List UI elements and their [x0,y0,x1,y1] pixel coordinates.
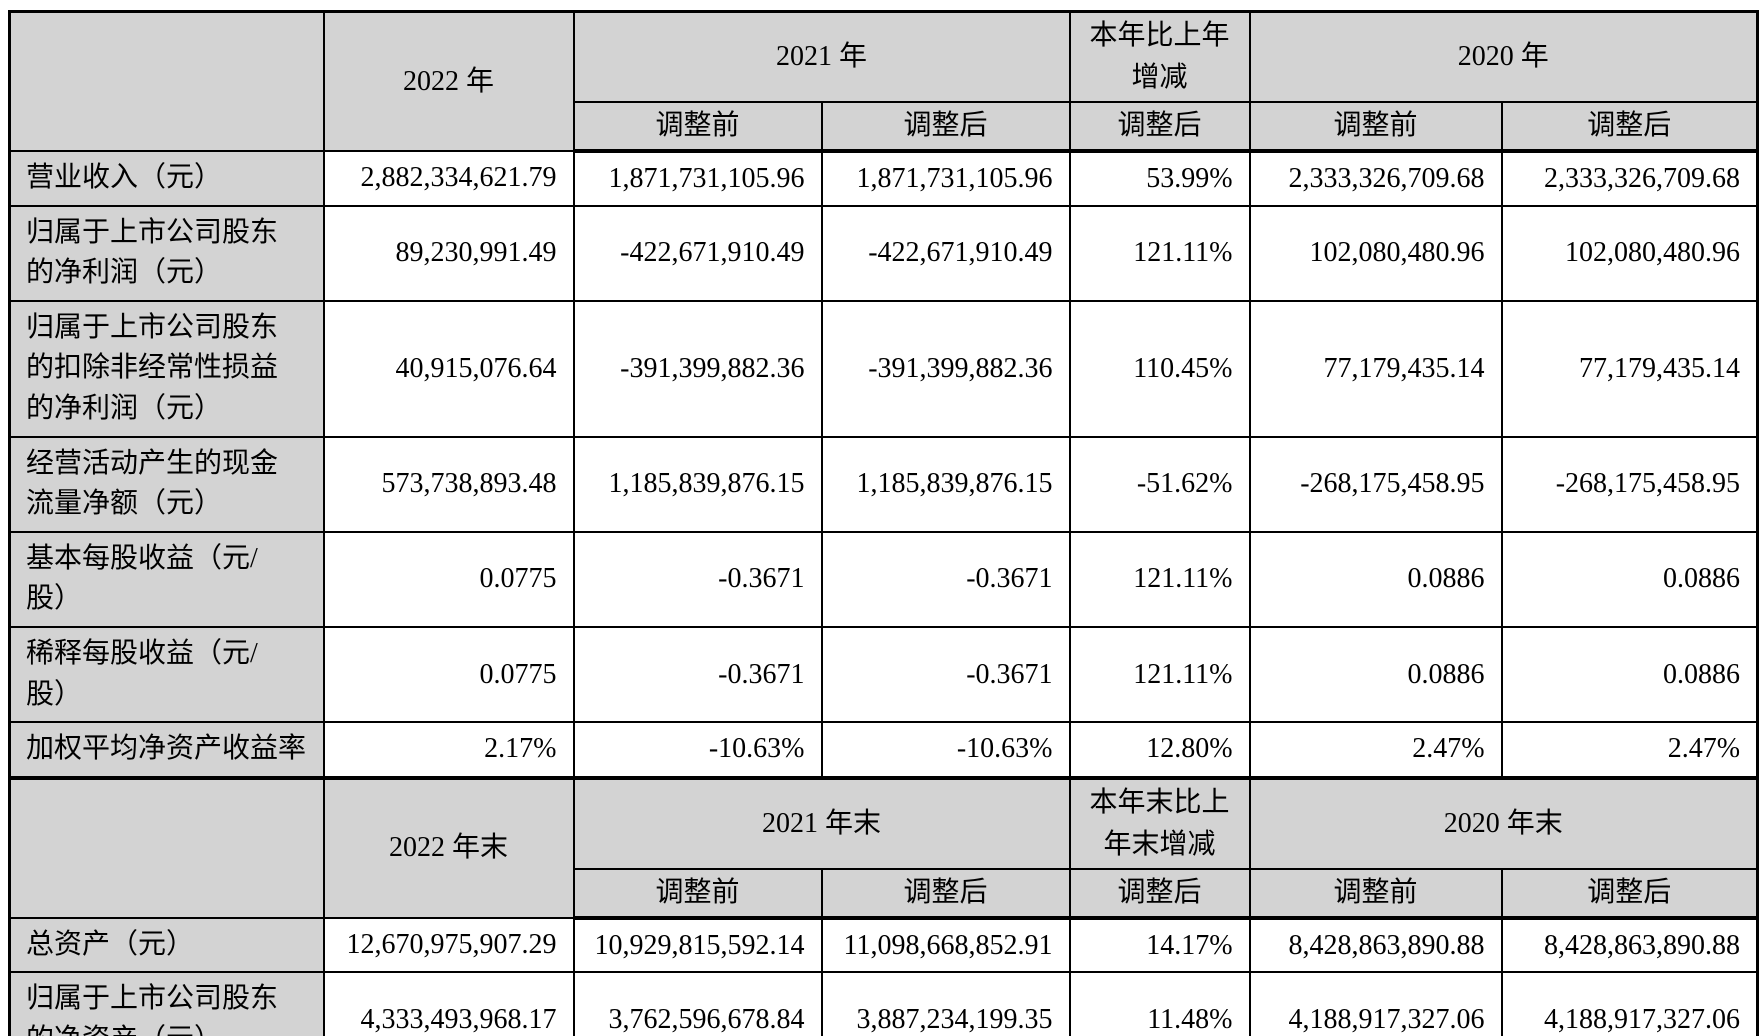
header-adjust-before-2020-end: 调整前 [1248,867,1503,920]
cell-value-2020-pre: 0.0886 [1248,625,1503,724]
header-row-adjust: 调整前 调整后 调整后 调整前 调整后 [10,101,1759,153]
cell-value-2021-pre: -391,399,882.36 [572,299,823,438]
row-label: 归属于上市公司股东 的净资产（元） [8,971,325,1036]
cell-value-2020-post: -268,175,458.95 [1500,435,1759,533]
cell-value-2022: 0.0775 [322,530,575,628]
cell-value-change: 12.80% [1068,721,1251,780]
header-row-years: 2022 年 2021 年 本年比上年 增减 2020 年 [8,10,1759,152]
cell-value-2022: 573,738,893.48 [322,435,575,533]
cell-value-2021-pre: -10.63% [572,721,823,780]
table-row-net-assets: 归属于上市公司股东 的净资产（元） 4,333,493,968.17 3,762… [8,971,1759,1036]
cell-value-2020-post: 0.0886 [1500,625,1759,724]
cell-value-2020-pre: 77,179,435.14 [1248,299,1503,438]
cell-value-change: 11.48% [1068,971,1251,1036]
header-row-yearend: 2022 年末 2021 年末 本年末比上 年末增减 2020 年末 [8,776,1759,919]
header-yearend-2022: 2022 年末 [322,776,575,919]
cell-value-2021-pre: 1,871,731,105.96 [572,150,823,207]
header-adjust-before-2021: 调整前 [572,101,823,153]
corner-blank-cell [8,10,325,152]
header-year-2022: 2022 年 [322,10,575,152]
cell-value-2021-post: 1,871,731,105.96 [820,150,1071,207]
cell-value-change: 53.99% [1068,150,1251,207]
header-yearend-2021: 2021 年末 [572,776,1071,870]
cell-value-2020-post: 102,080,480.96 [1500,204,1759,302]
cell-value-2021-post: 1,185,839,876.15 [820,435,1071,533]
cell-value-2020-pre: 0.0886 [1248,530,1503,628]
table-row-diluted-eps: 稀释每股收益（元/ 股） 0.0775 -0.3671 -0.3671 121.… [8,625,1759,724]
cell-value-2022: 89,230,991.49 [322,204,575,302]
cell-value-2020-post: 77,179,435.14 [1500,299,1759,438]
cell-value-2020-pre: 4,188,917,327.06 [1248,971,1503,1036]
cell-value-2020-post: 8,428,863,890.88 [1500,916,1759,974]
header-year-2020: 2020 年 [1248,10,1759,103]
cell-value-2021-pre: 10,929,815,592.14 [572,916,823,974]
table-row-weighted-avg-roe: 加权平均净资产收益率 2.17% -10.63% -10.63% 12.80% … [8,721,1759,780]
cell-value-2021-post: -422,671,910.49 [820,204,1071,302]
header-adjust-before-2020: 调整前 [1248,101,1503,153]
header-adjust-after-2021: 调整后 [820,101,1071,153]
cell-value-2021-pre: 1,185,839,876.15 [572,435,823,533]
header-adjust-after-2020-end: 调整后 [1500,867,1759,920]
cell-value-2021-pre: 3,762,596,678.84 [572,971,823,1036]
table-row-revenue: 营业收入（元） 2,882,334,621.79 1,871,731,105.9… [8,150,1759,207]
cell-value-change: 121.11% [1068,530,1251,628]
cell-value-change: 14.17% [1068,916,1251,974]
cell-value-2022: 0.0775 [322,625,575,724]
header-yoy-change: 本年比上年 增减 [1068,10,1251,103]
header-yearend-change: 本年末比上 年末增减 [1068,776,1251,870]
cell-value-2021-post: -391,399,882.36 [820,299,1071,438]
table-row-operating-cash-flow: 经营活动产生的现金 流量净额（元） 573,738,893.48 1,185,8… [8,435,1759,533]
cell-value-2020-pre: -268,175,458.95 [1248,435,1503,533]
header-row-adjust-2: 调整前 调整后 调整后 调整前 调整后 [10,867,1759,920]
table-row-basic-eps: 基本每股收益（元/ 股） 0.0775 -0.3671 -0.3671 121.… [8,530,1759,628]
cell-value-2020-pre: 102,080,480.96 [1248,204,1503,302]
table-row-net-profit-excl-nonrecurring: 归属于上市公司股东 的扣除非经常性损益 的净利润（元） 40,915,076.6… [8,299,1759,438]
row-label: 稀释每股收益（元/ 股） [8,625,325,724]
cell-value-2021-post: -10.63% [820,721,1071,780]
cell-value-2020-pre: 2.47% [1248,721,1503,780]
cell-value-change: -51.62% [1068,435,1251,533]
cell-value-2021-pre: -0.3671 [572,625,823,724]
cell-value-2022: 2.17% [322,721,575,780]
header-yearend-2020: 2020 年末 [1248,776,1759,870]
row-label: 经营活动产生的现金 流量净额（元） [8,435,325,533]
row-label: 营业收入（元） [8,150,325,207]
cell-value-2021-post: -0.3671 [820,530,1071,628]
cell-value-2021-pre: -422,671,910.49 [572,204,823,302]
row-label: 加权平均净资产收益率 [8,721,325,780]
header-adjust-after-change: 调整后 [1068,101,1251,153]
cell-value-change: 121.11% [1068,625,1251,724]
cell-value-change: 110.45% [1068,299,1251,438]
cell-value-2020-post: 2,333,326,709.68 [1500,150,1759,207]
header-adjust-after-2021-end: 调整后 [820,867,1071,920]
table-row-total-assets: 总资产（元） 12,670,975,907.29 10,929,815,592.… [8,916,1759,974]
header-adjust-after-change-end: 调整后 [1068,867,1251,920]
header-adjust-after-2020: 调整后 [1500,101,1759,153]
row-label: 基本每股收益（元/ 股） [8,530,325,628]
cell-value-2022: 2,882,334,621.79 [322,150,575,207]
corner-blank-cell [8,776,325,919]
cell-value-2020-post: 2.47% [1500,721,1759,780]
header-adjust-before-2021-end: 调整前 [572,867,823,920]
financial-summary-table: 2022 年 2021 年 本年比上年 增减 2020 年 调整前 调整后 调整… [8,10,1760,1036]
table-row-net-profit: 归属于上市公司股东 的净利润（元） 89,230,991.49 -422,671… [8,204,1759,302]
header-year-2021: 2021 年 [572,10,1071,103]
cell-value-2020-pre: 2,333,326,709.68 [1248,150,1503,207]
cell-value-2020-post: 0.0886 [1500,530,1759,628]
cell-value-2022: 4,333,493,968.17 [322,971,575,1036]
cell-value-2020-post: 4,188,917,327.06 [1500,971,1759,1036]
row-label: 归属于上市公司股东 的扣除非经常性损益 的净利润（元） [8,299,325,438]
cell-value-2022: 12,670,975,907.29 [322,916,575,974]
cell-value-2020-pre: 8,428,863,890.88 [1248,916,1503,974]
cell-value-2022: 40,915,076.64 [322,299,575,438]
cell-value-2021-post: 11,098,668,852.91 [820,916,1071,974]
cell-value-2021-pre: -0.3671 [572,530,823,628]
row-label: 总资产（元） [8,916,325,974]
cell-value-2021-post: -0.3671 [820,625,1071,724]
cell-value-2021-post: 3,887,234,199.35 [820,971,1071,1036]
row-label: 归属于上市公司股东 的净利润（元） [8,204,325,302]
cell-value-change: 121.11% [1068,204,1251,302]
